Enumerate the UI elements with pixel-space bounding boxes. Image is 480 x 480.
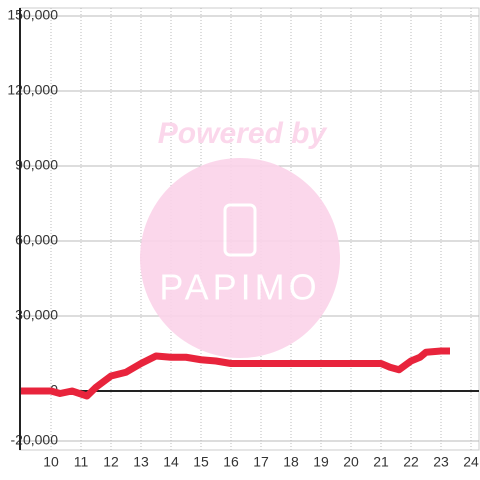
x-tick-label: 19 bbox=[313, 454, 329, 470]
y-tick-label: 120,000 bbox=[7, 82, 58, 98]
y-tick-label: 60,000 bbox=[15, 232, 58, 248]
x-tick-label: 11 bbox=[74, 454, 89, 470]
data-line bbox=[21, 347, 450, 400]
watermark-circle bbox=[140, 158, 340, 358]
y-tick-label: 30,000 bbox=[15, 307, 58, 323]
watermark-icon bbox=[223, 203, 257, 257]
x-tick-label: 23 bbox=[433, 454, 449, 470]
y-tick-label: 90,000 bbox=[15, 157, 58, 173]
x-tick-label: 13 bbox=[133, 454, 149, 470]
x-tick-label: 22 bbox=[403, 454, 419, 470]
y-tick-label: -20,000 bbox=[11, 432, 59, 448]
x-tick-label: 21 bbox=[373, 454, 389, 470]
x-tick-label: 18 bbox=[283, 454, 299, 470]
x-tick-label: 14 bbox=[163, 454, 179, 470]
y-tick-label: 150,000 bbox=[7, 7, 58, 23]
watermark: Powered by PAPIMO bbox=[140, 117, 340, 358]
x-tick-label: 24 bbox=[463, 454, 479, 470]
x-tick-label: 17 bbox=[253, 454, 269, 470]
x-tick-label: 12 bbox=[103, 454, 119, 470]
watermark-text: Powered by bbox=[158, 117, 328, 150]
x-tick-label: 16 bbox=[223, 454, 239, 470]
x-tick-label: 10 bbox=[43, 454, 59, 470]
watermark-logo: PAPIMO bbox=[159, 267, 320, 308]
x-tick-label: 15 bbox=[193, 454, 209, 470]
plot: -20,000030,00060,00090,000120,000150,000… bbox=[7, 7, 479, 470]
x-tick-label: 20 bbox=[343, 454, 359, 470]
